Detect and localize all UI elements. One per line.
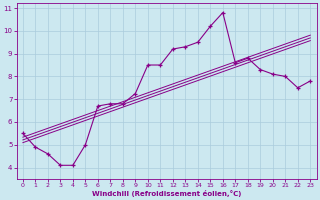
X-axis label: Windchill (Refroidissement éolien,°C): Windchill (Refroidissement éolien,°C) (92, 190, 241, 197)
